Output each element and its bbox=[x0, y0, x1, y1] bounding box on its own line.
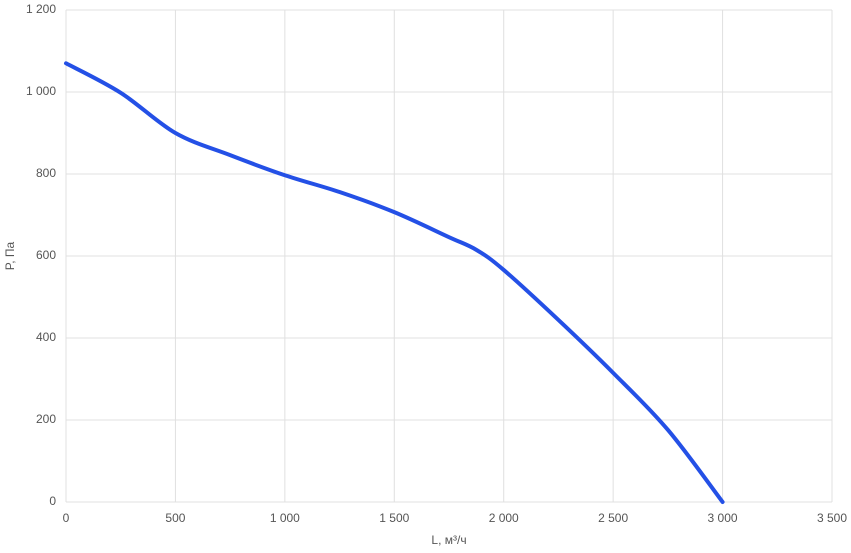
x-tick-label: 1 000 bbox=[270, 511, 300, 525]
x-tick-label: 2 000 bbox=[489, 511, 519, 525]
x-tick-label: 500 bbox=[165, 511, 185, 525]
y-tick-label: 1 200 bbox=[26, 2, 56, 16]
x-tick-label: 3 500 bbox=[817, 511, 847, 525]
x-tick-label: 0 bbox=[63, 511, 70, 525]
line bbox=[64, 61, 725, 504]
y-axis-label: P, Па bbox=[3, 241, 17, 270]
y-tick-label: 800 bbox=[36, 166, 56, 180]
y-tick-label: 0 bbox=[49, 494, 56, 508]
x-tick-label: 3 000 bbox=[708, 511, 738, 525]
y-tick-label: 400 bbox=[36, 330, 56, 344]
y-tick-label: 1 000 bbox=[26, 84, 56, 98]
x-tick-label: 2 500 bbox=[598, 511, 628, 525]
y-tick-label: 600 bbox=[36, 248, 56, 262]
x-axis-label: L, м³/ч bbox=[431, 533, 466, 547]
y-tick-label: 200 bbox=[36, 412, 56, 426]
x-tick-label: 1 500 bbox=[379, 511, 409, 525]
